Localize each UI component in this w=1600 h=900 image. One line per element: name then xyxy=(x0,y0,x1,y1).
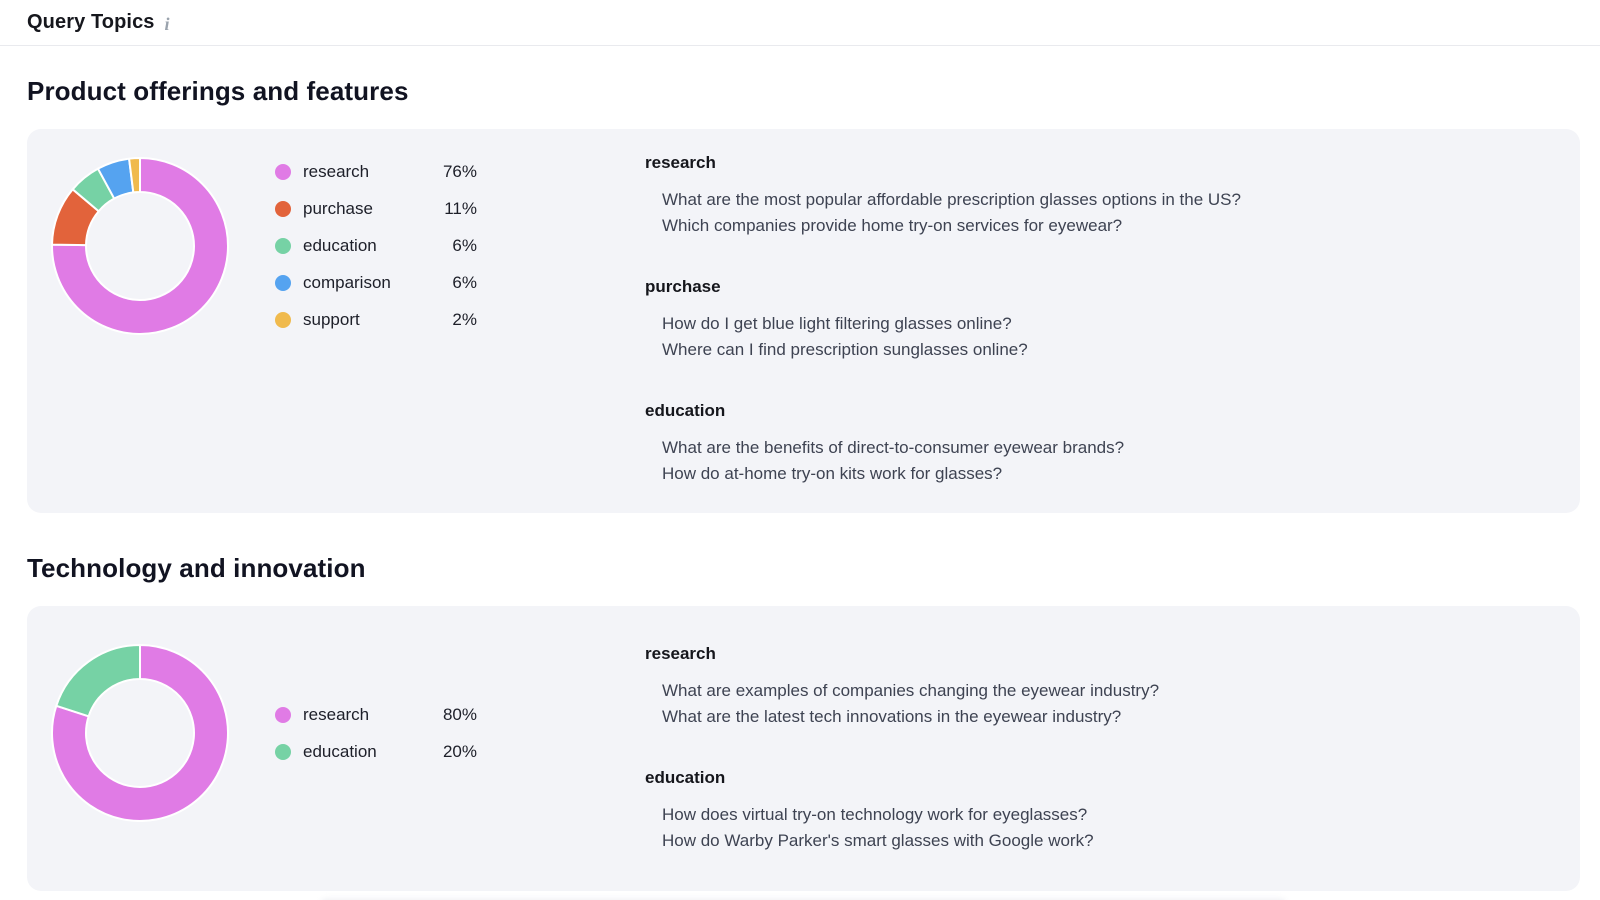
query-item: Where can I find prescription sunglasses… xyxy=(662,340,1028,359)
donut-chart xyxy=(51,644,229,822)
panel-body: Product offerings and features research 76… xyxy=(0,76,1600,900)
topic-card: research 76% purchase 11% education 6% compari… xyxy=(27,129,1580,513)
query-group: education What are the benefits of direct… xyxy=(645,401,1516,487)
topic-section: Technology and innovation research 80% educ… xyxy=(27,553,1580,891)
donut-segment-education xyxy=(55,644,141,718)
query-item: What are the latest tech innovations in … xyxy=(662,707,1122,726)
legend-color-dot xyxy=(275,200,291,217)
section-title: Product offerings and features xyxy=(27,76,409,106)
legend-value: 2% xyxy=(452,309,477,329)
panel-title: Query Topics xyxy=(27,11,155,33)
query-group-title: research xyxy=(645,644,716,663)
chart-and-legend: research 76% purchase 11% education 6% compari… xyxy=(51,153,477,338)
query-group: research What are the most popular afford… xyxy=(645,153,1516,239)
legend-color-dot xyxy=(275,163,291,180)
legend-value: 76% xyxy=(442,161,477,181)
panel-header: Query Topics i xyxy=(0,0,1600,46)
legend-label: comparison xyxy=(303,272,391,292)
query-group-title: purchase xyxy=(645,277,721,296)
query-item: How do Warby Parker's smart glasses with… xyxy=(662,831,1094,850)
legend-label: research xyxy=(303,704,370,724)
legend-label: education xyxy=(303,741,377,761)
query-item: How do I get blue light filtering glasse… xyxy=(662,314,1012,333)
legend-item: support 2% xyxy=(275,301,477,338)
query-group-title: education xyxy=(645,768,726,787)
legend-value: 20% xyxy=(442,741,477,761)
legend-item: comparison 6% xyxy=(275,264,477,301)
donut-segment-support xyxy=(128,156,141,193)
legend-item: purchase 11% xyxy=(275,190,477,227)
topic-card: research 80% education 20% research What are … xyxy=(27,606,1580,891)
query-group: purchase How do I get blue light filterin… xyxy=(645,277,1516,363)
topic-section: Product offerings and features research 76… xyxy=(27,76,1580,513)
legend-color-dot xyxy=(275,274,291,291)
legend-item: education 6% xyxy=(275,227,477,264)
legend-item: research 80% xyxy=(275,696,477,733)
section-title: Technology and innovation xyxy=(27,553,366,583)
legend-label: research xyxy=(303,161,370,181)
donut-chart xyxy=(51,156,229,335)
query-groups: research What are examples of companies c… xyxy=(645,630,1556,854)
query-item: How do at-home try-on kits work for glas… xyxy=(662,464,1003,483)
legend-item: education 20% xyxy=(275,733,477,770)
legend-color-dot xyxy=(275,311,291,328)
query-group-title: research xyxy=(645,153,716,172)
query-item: Which companies provide home try-on serv… xyxy=(662,216,1123,235)
donut-segment-research xyxy=(51,644,229,822)
query-item: What are examples of companies changing … xyxy=(662,681,1160,700)
legend-color-dot xyxy=(275,706,291,723)
query-group: research What are examples of companies c… xyxy=(645,644,1516,730)
query-item: How does virtual try-on technology work … xyxy=(662,805,1088,824)
query-item: What are the most popular affordable pre… xyxy=(662,190,1241,209)
chart-legend: research 80% education 20% xyxy=(275,696,477,770)
legend-value: 11% xyxy=(444,198,477,218)
query-groups: research What are the most popular afford… xyxy=(645,153,1556,487)
chart-and-legend: research 80% education 20% xyxy=(51,644,477,822)
legend-value: 6% xyxy=(452,235,477,255)
legend-label: education xyxy=(303,235,377,255)
sections-root: Product offerings and features research 76… xyxy=(27,76,1580,891)
legend-label: purchase xyxy=(303,198,373,218)
info-icon[interactable]: i xyxy=(164,13,170,34)
chart-legend: research 76% purchase 11% education 6% compari… xyxy=(275,153,477,338)
query-item: What are the benefits of direct-to-consu… xyxy=(662,438,1125,457)
donut-segment-research xyxy=(51,156,229,335)
query-group: education How does virtual try-on technol… xyxy=(645,768,1516,854)
legend-value: 6% xyxy=(452,272,477,292)
legend-item: research 76% xyxy=(275,153,477,190)
legend-value: 80% xyxy=(442,704,477,724)
legend-label: support xyxy=(303,309,360,329)
legend-color-dot xyxy=(275,237,291,254)
legend-color-dot xyxy=(275,743,291,760)
query-group-title: education xyxy=(645,401,726,420)
